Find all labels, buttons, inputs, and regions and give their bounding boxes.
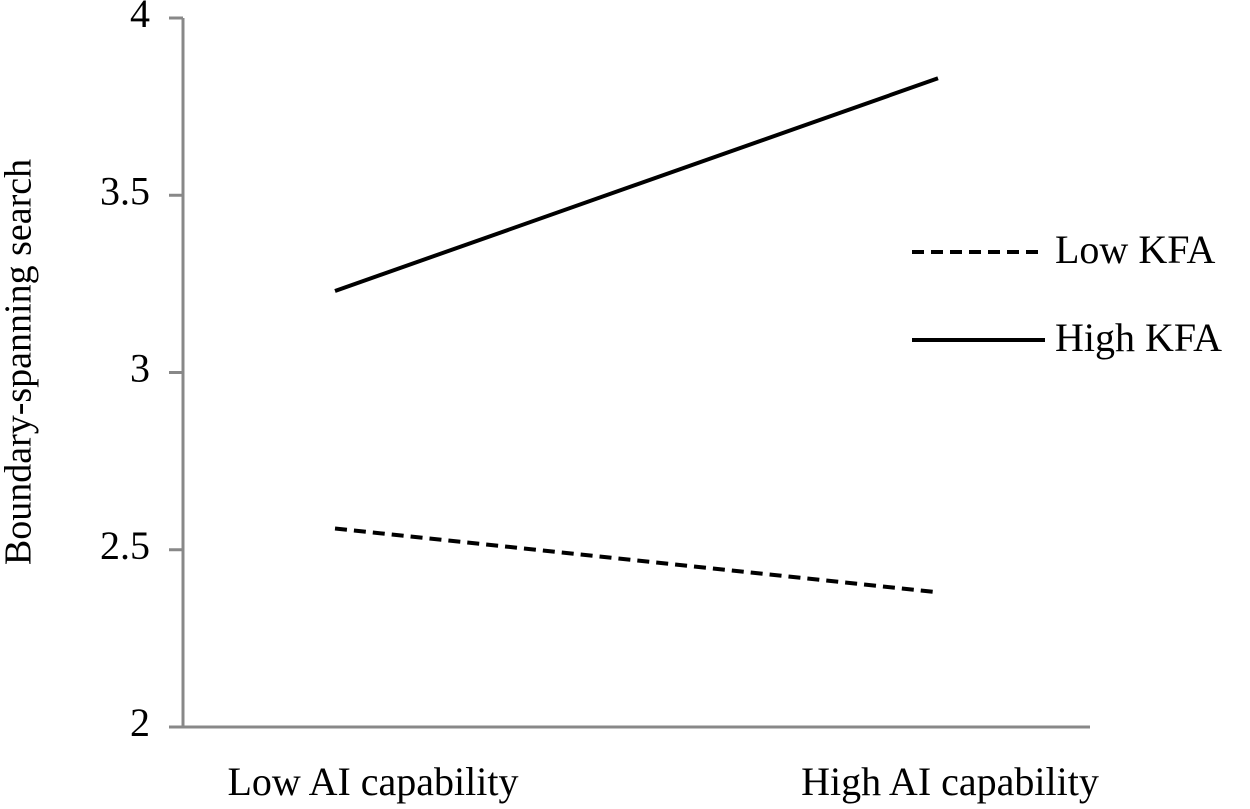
y-tick-label: 2 xyxy=(130,700,150,745)
x-tick-label: High AI capability xyxy=(801,759,1099,804)
y-tick-label: 3 xyxy=(130,346,150,391)
y-axis-title: Boundary-spanning search xyxy=(0,159,40,565)
y-tick-label: 3.5 xyxy=(100,168,150,213)
line-series xyxy=(334,526,939,595)
x-tick-label: Low AI capability xyxy=(227,759,518,804)
legend-label: Low KFA xyxy=(1055,227,1215,272)
line-series xyxy=(334,76,939,293)
y-tick-label: 4 xyxy=(130,0,150,36)
legend-label: High KFA xyxy=(1055,315,1222,360)
y-tick-label: 2.5 xyxy=(100,523,150,568)
